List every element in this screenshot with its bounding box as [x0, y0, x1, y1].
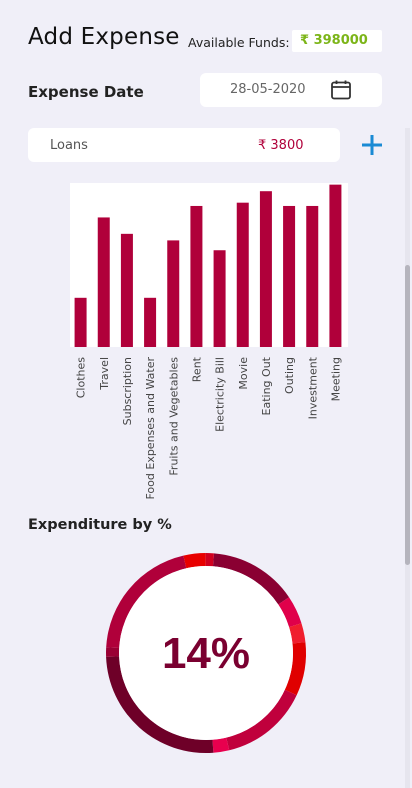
category-amount-row[interactable]: Loans ₹ 3800 — [28, 128, 340, 162]
category-amount: ₹ 3800 — [258, 138, 304, 153]
scrollbar-thumb[interactable] — [405, 265, 410, 565]
bar-tick-label: Travel — [98, 357, 111, 391]
bar-tick-label: Electricity Bill — [214, 357, 227, 432]
bar-outing — [283, 205, 296, 347]
available-funds-label: Available Funds: — [188, 35, 290, 50]
bar-tick-label: Rent — [190, 356, 203, 382]
bar-tick-label: Subscription — [121, 357, 134, 425]
bar-fruits-and-vegetables — [167, 240, 180, 347]
donut-slice — [212, 553, 290, 605]
expenditure-donut-chart: 14% — [105, 553, 306, 753]
bar-tick-label: Clothes — [75, 357, 88, 399]
bar-movie — [236, 202, 249, 347]
bar-rent — [190, 205, 203, 347]
category-name: Loans — [50, 138, 88, 153]
donut-slice — [212, 737, 230, 753]
bar-tick-label: Outing — [283, 357, 296, 394]
bar-tick-label: Meeting — [329, 357, 342, 401]
page-title: Add Expense — [28, 24, 180, 50]
plus-icon[interactable] — [358, 131, 386, 159]
donut-slice — [278, 597, 302, 628]
calendar-icon[interactable] — [330, 79, 352, 101]
bar-food-expenses-and-water — [144, 297, 157, 347]
donut-slice — [289, 623, 306, 644]
expenditure-section-title: Expenditure by % — [28, 517, 172, 533]
donut-slice — [205, 553, 214, 567]
donut-slice — [105, 647, 120, 657]
bar-investment — [306, 205, 319, 347]
bar-travel — [97, 217, 110, 347]
donut-slice — [284, 642, 306, 696]
donut-slice — [106, 555, 187, 648]
bar-tick-label: Investment — [306, 356, 319, 419]
donut-center-label: 14% — [162, 629, 250, 678]
donut-hole — [119, 566, 293, 740]
bar-meeting — [329, 184, 342, 347]
bar-plot-area — [70, 183, 348, 347]
bar-tick-label: Eating Out — [260, 356, 273, 415]
expense-date-value: 28-05-2020 — [230, 82, 306, 97]
bar-electricity-bill — [213, 250, 226, 347]
available-funds-value: ₹ 398000 — [292, 30, 382, 52]
donut-slice — [183, 553, 206, 569]
bar-tick-label: Movie — [237, 357, 250, 390]
bar-eating-out — [259, 191, 272, 347]
bar-tick-label: Fruits and Vegetables — [167, 357, 180, 476]
donut-slice — [106, 656, 214, 753]
donut-slice — [226, 689, 297, 751]
expense-bar-chart: Clothes Travel Subscription Food Expenses a… — [70, 183, 348, 500]
bar-tick-label: Food Expenses and Water — [144, 357, 157, 500]
bar-clothes — [74, 297, 87, 347]
bar-subscription — [120, 233, 133, 347]
expense-date-field[interactable]: 28-05-2020 — [200, 73, 382, 107]
expense-date-label: Expense Date — [28, 83, 144, 101]
